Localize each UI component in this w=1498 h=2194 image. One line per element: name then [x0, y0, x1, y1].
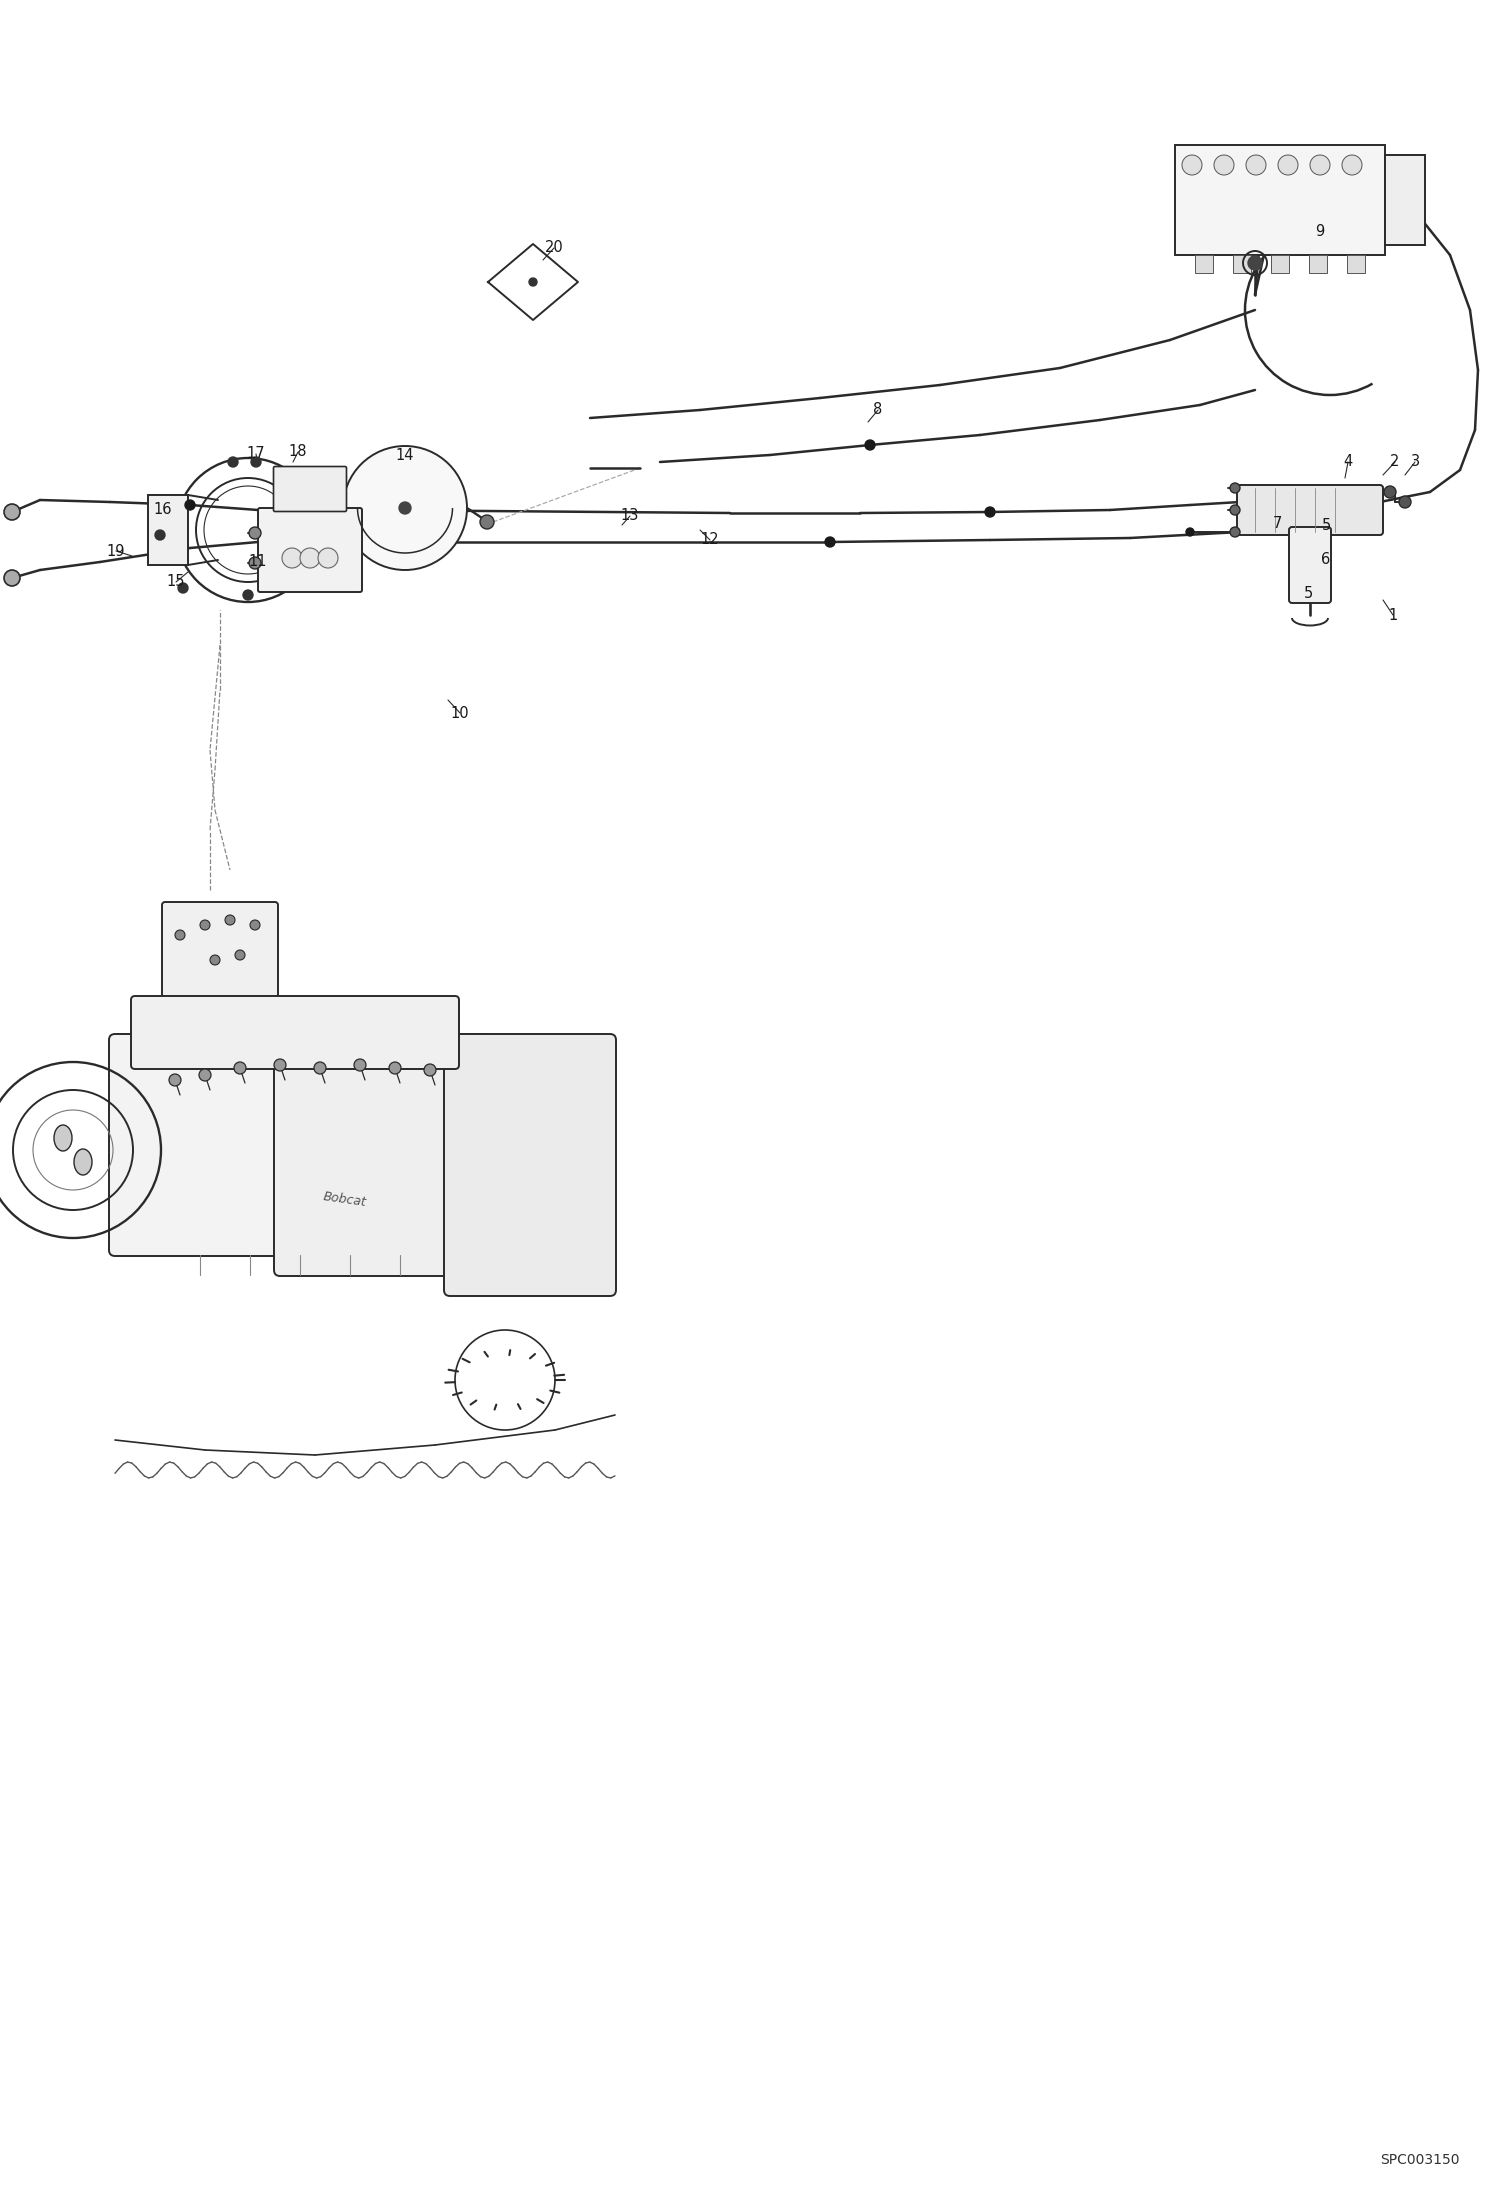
Circle shape	[1399, 496, 1411, 509]
Circle shape	[1384, 487, 1396, 498]
Ellipse shape	[54, 1126, 72, 1152]
Circle shape	[228, 456, 238, 467]
Circle shape	[1248, 257, 1261, 270]
Circle shape	[169, 1075, 181, 1086]
Circle shape	[398, 502, 410, 513]
Circle shape	[315, 1062, 327, 1075]
Text: 7: 7	[1272, 516, 1282, 531]
Text: 11: 11	[249, 555, 267, 570]
Circle shape	[199, 1068, 211, 1082]
Circle shape	[1230, 505, 1240, 516]
Circle shape	[1342, 156, 1362, 176]
Circle shape	[1230, 483, 1240, 494]
Circle shape	[1230, 527, 1240, 538]
Circle shape	[243, 590, 253, 599]
Bar	[148, 496, 189, 566]
FancyBboxPatch shape	[162, 902, 279, 1003]
Circle shape	[825, 538, 834, 546]
Bar	[1233, 255, 1251, 272]
FancyBboxPatch shape	[274, 1033, 485, 1277]
Circle shape	[225, 915, 235, 926]
Bar	[1309, 255, 1327, 272]
FancyBboxPatch shape	[109, 1033, 312, 1255]
Circle shape	[529, 279, 536, 285]
Text: 2: 2	[1390, 454, 1399, 470]
Bar	[1347, 255, 1365, 272]
Text: 4: 4	[1344, 454, 1353, 470]
Circle shape	[1278, 156, 1297, 176]
Circle shape	[250, 919, 261, 930]
Circle shape	[252, 456, 261, 467]
Circle shape	[318, 548, 339, 568]
Circle shape	[1186, 529, 1194, 535]
Circle shape	[249, 527, 261, 540]
Bar	[1270, 255, 1288, 272]
Circle shape	[201, 919, 210, 930]
Circle shape	[4, 505, 19, 520]
Text: 8: 8	[873, 402, 882, 417]
Circle shape	[234, 1062, 246, 1075]
Circle shape	[864, 441, 875, 450]
FancyBboxPatch shape	[1288, 527, 1332, 603]
Text: 10: 10	[451, 706, 469, 720]
Circle shape	[389, 1062, 401, 1075]
Circle shape	[1309, 156, 1330, 176]
Circle shape	[235, 950, 246, 961]
Text: SPC003150: SPC003150	[1381, 2152, 1461, 2168]
Bar	[1386, 156, 1425, 246]
Text: 13: 13	[620, 509, 640, 524]
Circle shape	[178, 584, 189, 592]
Circle shape	[343, 445, 467, 570]
Text: 1: 1	[1389, 608, 1398, 623]
Text: 3: 3	[1411, 454, 1420, 470]
Circle shape	[986, 507, 995, 518]
Circle shape	[300, 548, 321, 568]
Text: 12: 12	[701, 533, 719, 548]
FancyBboxPatch shape	[274, 467, 346, 511]
Text: 9: 9	[1315, 224, 1324, 239]
Ellipse shape	[73, 1150, 91, 1176]
Text: 20: 20	[545, 241, 563, 255]
Text: 18: 18	[289, 445, 307, 459]
Circle shape	[1213, 156, 1234, 176]
Circle shape	[1182, 156, 1201, 176]
Text: 14: 14	[395, 448, 415, 463]
Text: 15: 15	[166, 575, 186, 590]
Circle shape	[354, 1060, 366, 1071]
FancyBboxPatch shape	[1237, 485, 1383, 535]
FancyBboxPatch shape	[130, 996, 458, 1068]
FancyBboxPatch shape	[443, 1033, 616, 1297]
Circle shape	[175, 930, 184, 939]
Text: 5: 5	[1321, 518, 1330, 533]
Circle shape	[479, 516, 494, 529]
Circle shape	[210, 954, 220, 965]
Text: 17: 17	[247, 448, 265, 461]
Circle shape	[249, 557, 261, 568]
Circle shape	[184, 500, 195, 509]
Text: Bobcat: Bobcat	[322, 1191, 367, 1209]
Text: 6: 6	[1321, 553, 1330, 568]
Circle shape	[154, 531, 165, 540]
FancyBboxPatch shape	[258, 509, 363, 592]
Text: 16: 16	[154, 502, 172, 518]
Bar	[1195, 255, 1213, 272]
Circle shape	[274, 1060, 286, 1071]
Text: 19: 19	[106, 544, 126, 559]
Circle shape	[424, 1064, 436, 1075]
Circle shape	[282, 548, 303, 568]
Bar	[1174, 145, 1386, 255]
Circle shape	[1246, 156, 1266, 176]
Circle shape	[4, 570, 19, 586]
Text: 5: 5	[1303, 586, 1312, 601]
